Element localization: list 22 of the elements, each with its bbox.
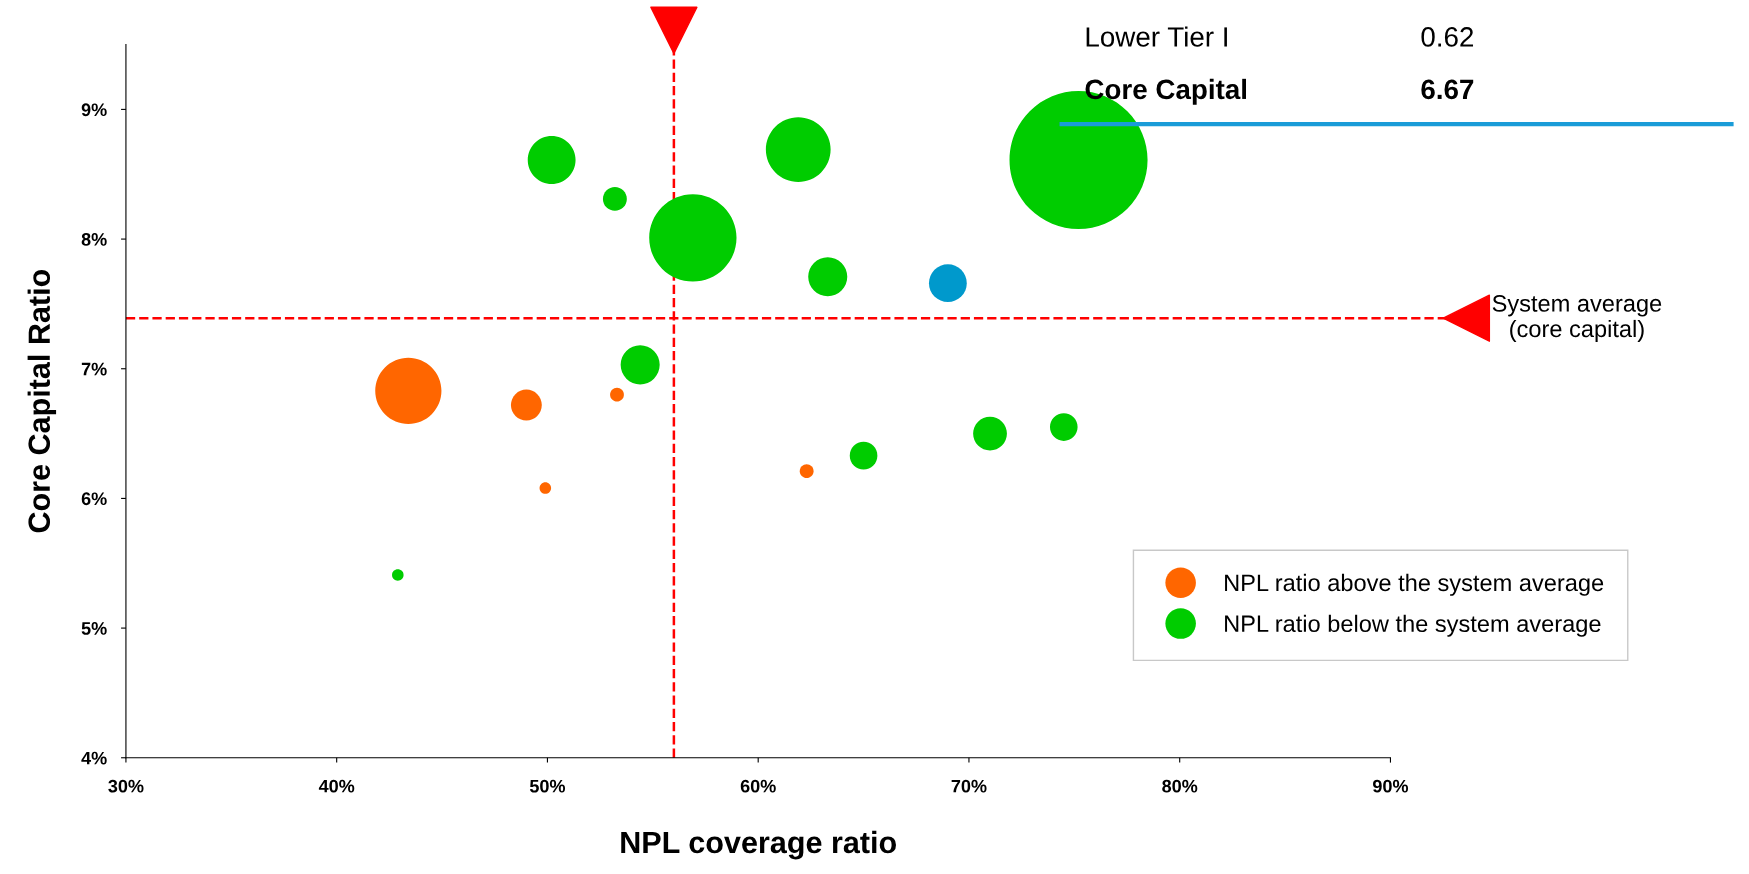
text: 6.67 (1421, 79, 1474, 100)
y-tick-label: 6% (81, 492, 107, 506)
x-tick-label: 90% (1373, 779, 1409, 793)
annotation: Core Capital (1085, 78, 1247, 105)
y-axis-title: Core Capital Ratio (27, 269, 57, 533)
x-tick-label: 60% (740, 779, 776, 793)
y-tick-label: 5% (81, 622, 107, 635)
x-tick-label: 30% (108, 779, 144, 793)
x-tick-label: 50% (529, 779, 566, 793)
legend-label: NPL ratio above the system average (1225, 573, 1604, 596)
ref-line-label: System average (core capital) (1492, 295, 1662, 342)
x-tick-label: 40% (318, 779, 355, 793)
annotation: Lower Tier I (1086, 26, 1227, 47)
y-tick-label: 8% (81, 233, 107, 246)
legend-label: NPL ratio below the system average (1225, 614, 1601, 637)
x-tick-label: 80% (1162, 779, 1198, 793)
y-tick-label: 9% (81, 103, 107, 117)
y-tick-label: 4% (81, 751, 107, 765)
x-tick-label: 70% (951, 779, 987, 793)
x-axis-title: NPL coverage ratio (621, 830, 896, 860)
text: 0.62 (1421, 27, 1474, 47)
y-tick-label: 7% (81, 362, 107, 376)
